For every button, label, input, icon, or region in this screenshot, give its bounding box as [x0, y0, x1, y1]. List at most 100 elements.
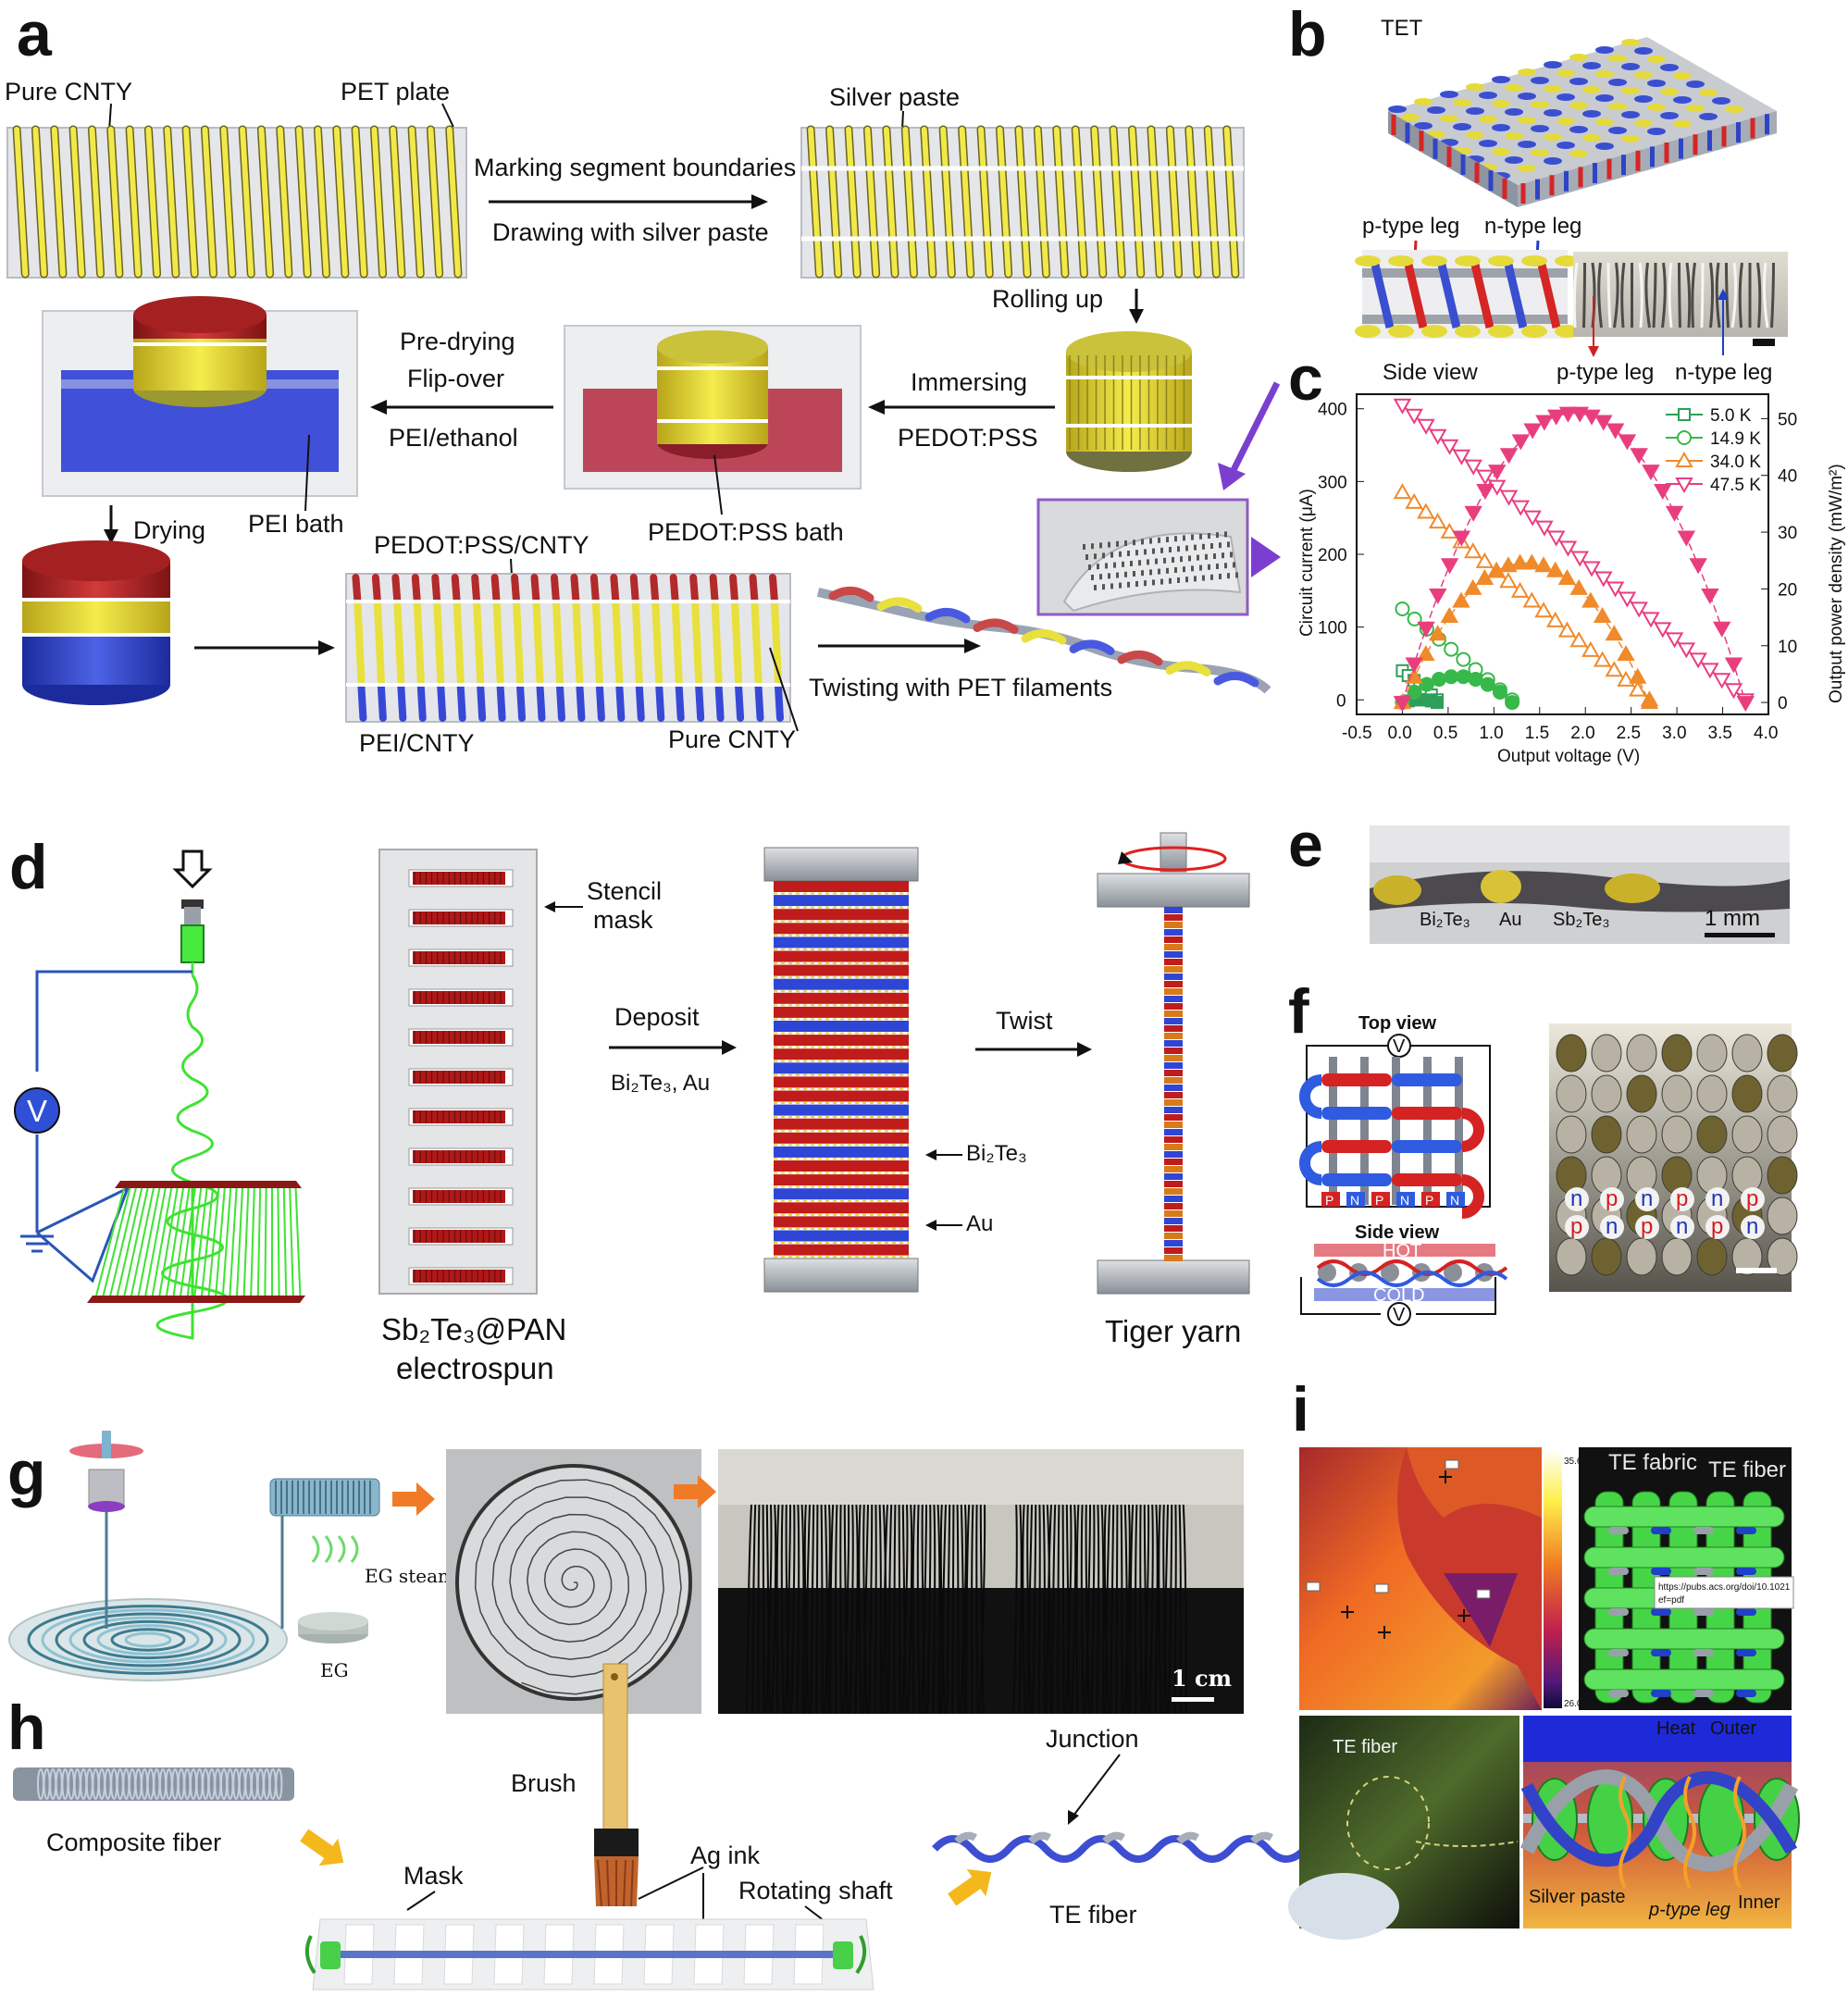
label-drying: Drying: [133, 516, 205, 544]
legend-marker: [1675, 451, 1693, 467]
iv-point: [1677, 642, 1696, 659]
pn-leg: [1321, 1192, 1340, 1207]
side-yarn: [1381, 1263, 1399, 1282]
x-tick-label: 0.0: [1387, 724, 1411, 743]
power-point: [1689, 558, 1707, 575]
power-point: [1712, 621, 1731, 638]
panel-e: e Bi₂Te₃ Au Sb₂Te₃ 1 mm: [1288, 810, 1790, 944]
iv-point: [1594, 571, 1613, 588]
side-yarn: [1318, 1263, 1336, 1282]
label-pure-cnty-2: Pure CNTY: [668, 725, 796, 753]
power-point: [1582, 409, 1601, 426]
leg-badge: [1741, 1215, 1765, 1239]
iv-point: [1429, 428, 1447, 445]
legend-label: 14.9 K: [1710, 429, 1761, 449]
label-immersing: Immersing: [911, 368, 1027, 396]
leg-badge: [1705, 1187, 1730, 1211]
power-point: [1487, 561, 1506, 577]
fabric-photo: [1036, 498, 1249, 616]
legend-marker: [1675, 477, 1693, 494]
panel-letter-f: f: [1288, 976, 1309, 1047]
label-side-view: Side view: [1383, 360, 1478, 385]
iv-point: [1499, 572, 1518, 589]
power-point: [1593, 607, 1612, 624]
pn-leg: [1421, 1192, 1440, 1207]
panel-f: f Top view V P N P N P N Side view HOT COLD V…: [1288, 976, 1798, 1326]
power-point: [1492, 684, 1507, 700]
leg-badge: [1635, 1187, 1659, 1211]
label-sb-pan: Sb₂Te₃@PAN: [381, 1312, 566, 1346]
cbar-top: 35.6: [1564, 1457, 1582, 1467]
label-p-leg-2: p-type leg: [1557, 360, 1654, 385]
pn-leg: [1446, 1192, 1465, 1207]
leg-badge: [1670, 1215, 1694, 1239]
cnty-coil: [12, 125, 463, 279]
iv-point: [1395, 601, 1410, 616]
label-url2: ef=pdf: [1658, 1595, 1684, 1606]
chart-x-label: Output voltage (V): [1497, 747, 1640, 766]
legend-label: 5.0 K: [1710, 406, 1752, 426]
leg-badge: [1741, 1187, 1765, 1211]
label-silver-paste-i: Silver paste: [1529, 1887, 1626, 1907]
iv-point: [1629, 680, 1647, 697]
cbar-bottom: 26.0: [1564, 1699, 1582, 1709]
iv-point: [1440, 439, 1459, 455]
x-tick-label: 3.0: [1662, 724, 1686, 743]
power-point: [1405, 657, 1423, 674]
power-point: [1499, 448, 1519, 465]
y-tick-label: 0: [1336, 691, 1346, 711]
label-silver-paste: Silver paste: [829, 83, 960, 111]
iv-point: [1605, 661, 1624, 677]
label-marking: Marking segment boundaries: [474, 154, 796, 181]
power-point: [1440, 607, 1459, 624]
power-point: [1618, 434, 1637, 451]
tricolor-plate: [345, 573, 791, 723]
leg-badge: [1635, 1215, 1659, 1239]
label-bi2te3-d: Bi₂Te₃: [966, 1141, 1027, 1166]
power-point: [1594, 415, 1613, 431]
y2-tick-label: 40: [1778, 467, 1797, 487]
power-point: [1429, 589, 1447, 605]
power-point: [1640, 693, 1659, 710]
fiber-bundle-photo: 1 cm: [718, 1449, 1244, 1715]
legend-marker: [1677, 430, 1692, 445]
y-tick-label: 400: [1318, 401, 1347, 420]
iv-point: [1511, 500, 1531, 516]
power-point: [1523, 423, 1542, 440]
label-rotating: Rotating shaft: [738, 1877, 893, 1904]
leg-label-top: p: [1746, 1186, 1758, 1211]
panel-a: a Pure CNTY PET plate Marking segment bo…: [5, 0, 1281, 757]
y-tick-label: 100: [1318, 619, 1347, 639]
power-point: [1677, 530, 1696, 547]
fabric-photo-f: n p n p n pp n p n p n: [1549, 1023, 1798, 1292]
panel-letter-d: d: [9, 832, 48, 902]
iv-point: [1581, 640, 1600, 657]
iv-point: [1417, 418, 1435, 435]
top-v: V: [1393, 1036, 1406, 1057]
power-point: [1558, 406, 1578, 423]
e-gold-segments: [1373, 870, 1660, 905]
label-side-view-f: Side view: [1355, 1222, 1440, 1243]
power-point: [1701, 589, 1719, 605]
iv-power-chart: -0.5 0.0 0.5 1.0 1.5 2.0 2.5 3.0 3.5 4.0010020030…: [1297, 393, 1846, 766]
leg-label-top: n: [1570, 1186, 1582, 1211]
pn-leg-label: N: [1350, 1193, 1359, 1208]
iv-point: [1546, 530, 1566, 547]
power-point: [1642, 465, 1660, 481]
iv-point: [1618, 591, 1637, 608]
label-pedot-bath: PEDOT:PSS bath: [648, 518, 844, 546]
tiger-yarn: [1097, 832, 1250, 1295]
power-point: [1546, 561, 1565, 577]
chart-y-label: Circuit current (μA): [1297, 489, 1317, 637]
panel-d: d V Stencil mask: [9, 832, 1250, 1385]
brush: [594, 1663, 639, 1907]
pn-leg: [1371, 1192, 1390, 1207]
power-point: [1569, 578, 1588, 595]
power-point: [1432, 672, 1446, 688]
label-brush: Brush: [511, 1769, 577, 1797]
panel-letter-h: h: [7, 1693, 46, 1763]
mask-plate: [304, 1918, 874, 1990]
iv-point: [1712, 673, 1731, 689]
power-point: [1605, 625, 1624, 641]
power-point: [1581, 591, 1600, 608]
